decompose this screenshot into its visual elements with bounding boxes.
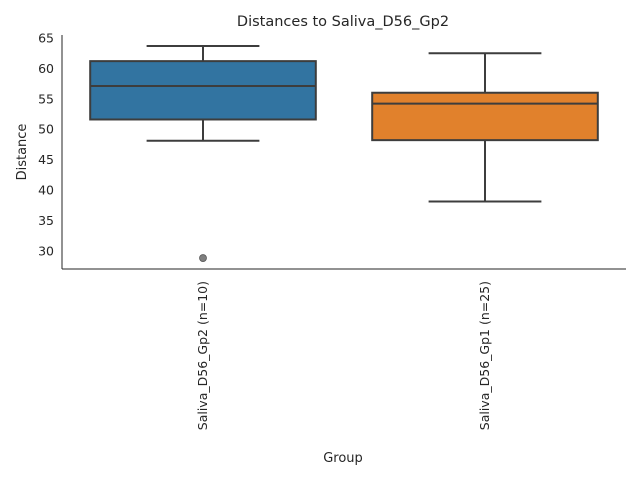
x-axis: Saliva_D56_Gp2 (n=10) Saliva_D56_Gp1 (n=2… <box>62 268 626 430</box>
x-tick-label: Saliva_D56_Gp1 (n=25) <box>477 281 492 430</box>
outlier-point <box>199 254 207 262</box>
x-tick-label: Saliva_D56_Gp2 (n=10) <box>195 281 210 430</box>
y-tick-label: 40 <box>38 182 54 197</box>
box-body <box>89 60 317 121</box>
y-tick-label: 30 <box>38 243 54 258</box>
chart-title: Distances to Saliva_D56_Gp2 <box>237 14 449 30</box>
y-tick-label: 45 <box>38 152 54 167</box>
box-series <box>89 44 599 262</box>
box-body <box>371 91 599 142</box>
y-axis: 30 35 40 45 50 55 60 65 <box>38 31 63 269</box>
box-2 <box>371 52 599 203</box>
y-tick-label: 50 <box>38 122 54 137</box>
y-tick-label: 35 <box>38 213 54 228</box>
y-tick-label: 55 <box>38 91 54 106</box>
y-tick-label: 60 <box>38 61 54 76</box>
y-tick-label: 65 <box>38 31 54 46</box>
x-axis-label: Group <box>323 451 363 466</box>
y-axis-label: Distance <box>15 124 30 181</box>
box-1 <box>89 44 317 262</box>
